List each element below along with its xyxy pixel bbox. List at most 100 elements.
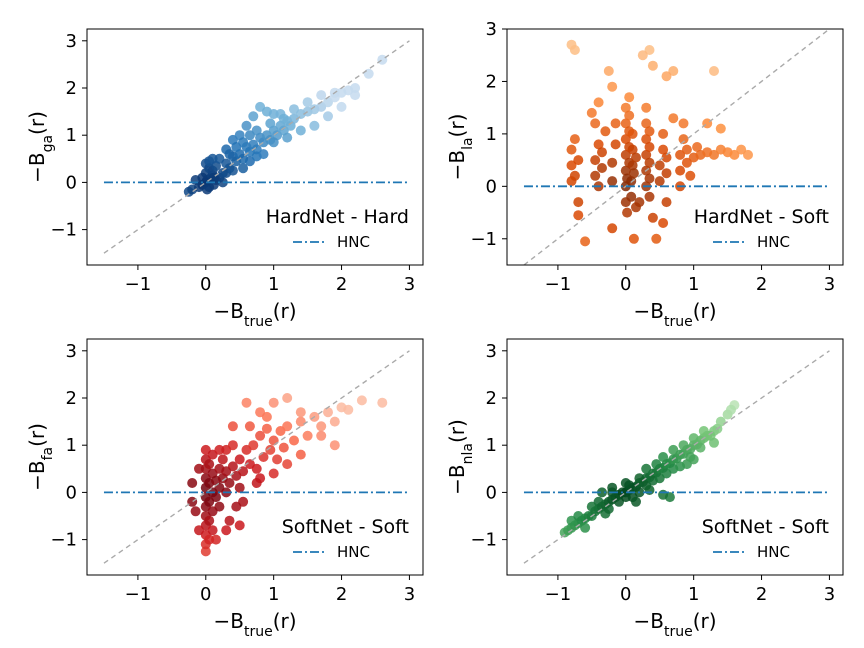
data-point (316, 421, 327, 432)
data-point (661, 197, 672, 208)
data-point (620, 134, 631, 145)
data-point (255, 407, 266, 418)
x-axis-label-tail: (r) (273, 609, 297, 633)
y-axis-label: −Bla(r) (445, 114, 476, 181)
data-point (627, 160, 638, 171)
data-point (268, 435, 279, 446)
data-point (661, 152, 672, 163)
x-tick-label: 2 (756, 274, 767, 295)
data-point (214, 501, 225, 512)
y-axis-label-base: −B (25, 460, 49, 490)
data-point (622, 207, 633, 218)
plot-frame (506, 28, 844, 266)
data-point (586, 501, 597, 512)
data-point (688, 433, 699, 444)
data-point (272, 454, 283, 465)
y-tick-label: 2 (66, 388, 77, 409)
data-point (569, 45, 580, 55)
data-point (631, 152, 641, 163)
y-tick-label: 1 (486, 124, 497, 145)
y-tick-label: −1 (470, 229, 497, 250)
y-axis-label-tail: (r) (445, 114, 469, 138)
plot-frame (506, 338, 844, 576)
data-point (248, 440, 259, 451)
data-point (586, 107, 597, 118)
data-point (590, 118, 601, 129)
data-point (658, 144, 669, 155)
data-point (624, 92, 635, 103)
y-tick-label: −1 (470, 530, 497, 551)
data-point (668, 66, 679, 76)
data-point (350, 83, 361, 93)
data-point (251, 478, 262, 488)
data-point (678, 118, 689, 129)
data-point (692, 142, 703, 152)
data-point (709, 437, 719, 448)
plot-frame (86, 338, 424, 576)
data-point (620, 149, 631, 160)
data-point (610, 118, 621, 129)
x-tick-label: −1 (125, 274, 152, 295)
data-point (356, 395, 367, 406)
data-point (289, 104, 299, 115)
data-point (187, 478, 198, 488)
data-point (194, 463, 204, 474)
x-tick-label: 2 (336, 584, 347, 605)
identity-line (103, 350, 410, 564)
data-point (295, 449, 306, 460)
x-axis-label-base: −B (633, 609, 663, 633)
y-axis-label-base: −B (445, 464, 469, 494)
y-tick-label: 3 (66, 341, 77, 362)
panel-title: HardNet - Soft (694, 206, 829, 228)
data-point (282, 459, 293, 470)
data-point (200, 546, 211, 557)
x-tick-label: 0 (620, 584, 631, 605)
y-axis-label: −Bga(r) (25, 111, 56, 183)
x-axis-label-sub: true (664, 314, 693, 330)
data-point (610, 139, 621, 150)
data-point (681, 157, 692, 168)
data-point (628, 233, 639, 244)
data-point (282, 393, 293, 403)
data-point (628, 168, 639, 179)
data-point (607, 223, 618, 234)
x-tick-label: −1 (545, 584, 572, 605)
data-point (289, 435, 299, 446)
data-point (607, 176, 618, 187)
y-tick-label: 1 (486, 435, 497, 456)
legend-hnc-label: HNC (757, 543, 790, 561)
data-point (647, 60, 658, 71)
data-point (736, 144, 747, 155)
data-point (709, 66, 719, 76)
data-point (258, 149, 269, 160)
y-tick-label: 2 (486, 71, 497, 92)
y-tick-label: 1 (66, 435, 77, 456)
data-point (695, 442, 706, 453)
x-tick-label: 0 (200, 274, 211, 295)
x-tick-label: 2 (756, 584, 767, 605)
data-point (651, 459, 662, 470)
panel-title: HardNet - Hard (266, 206, 409, 228)
y-axis-label: −Bnla(r) (445, 419, 476, 495)
x-axis-label-sub: true (244, 314, 273, 330)
y-tick-label: 0 (486, 176, 497, 197)
data-point (658, 489, 669, 500)
data-point (224, 478, 235, 488)
data-point (323, 407, 333, 418)
data-point (204, 459, 215, 470)
data-point (187, 496, 198, 507)
data-point (597, 147, 607, 158)
data-point (644, 157, 655, 168)
data-point (566, 160, 577, 171)
y-tick-label: −1 (50, 220, 77, 241)
data-point (637, 50, 648, 61)
data-point (668, 113, 679, 124)
plot-area (103, 40, 410, 254)
y-tick-label: −1 (50, 530, 77, 551)
data-point (329, 440, 340, 451)
x-axis-label-base: −B (213, 299, 243, 323)
data-point (626, 176, 637, 187)
data-point (658, 218, 669, 228)
